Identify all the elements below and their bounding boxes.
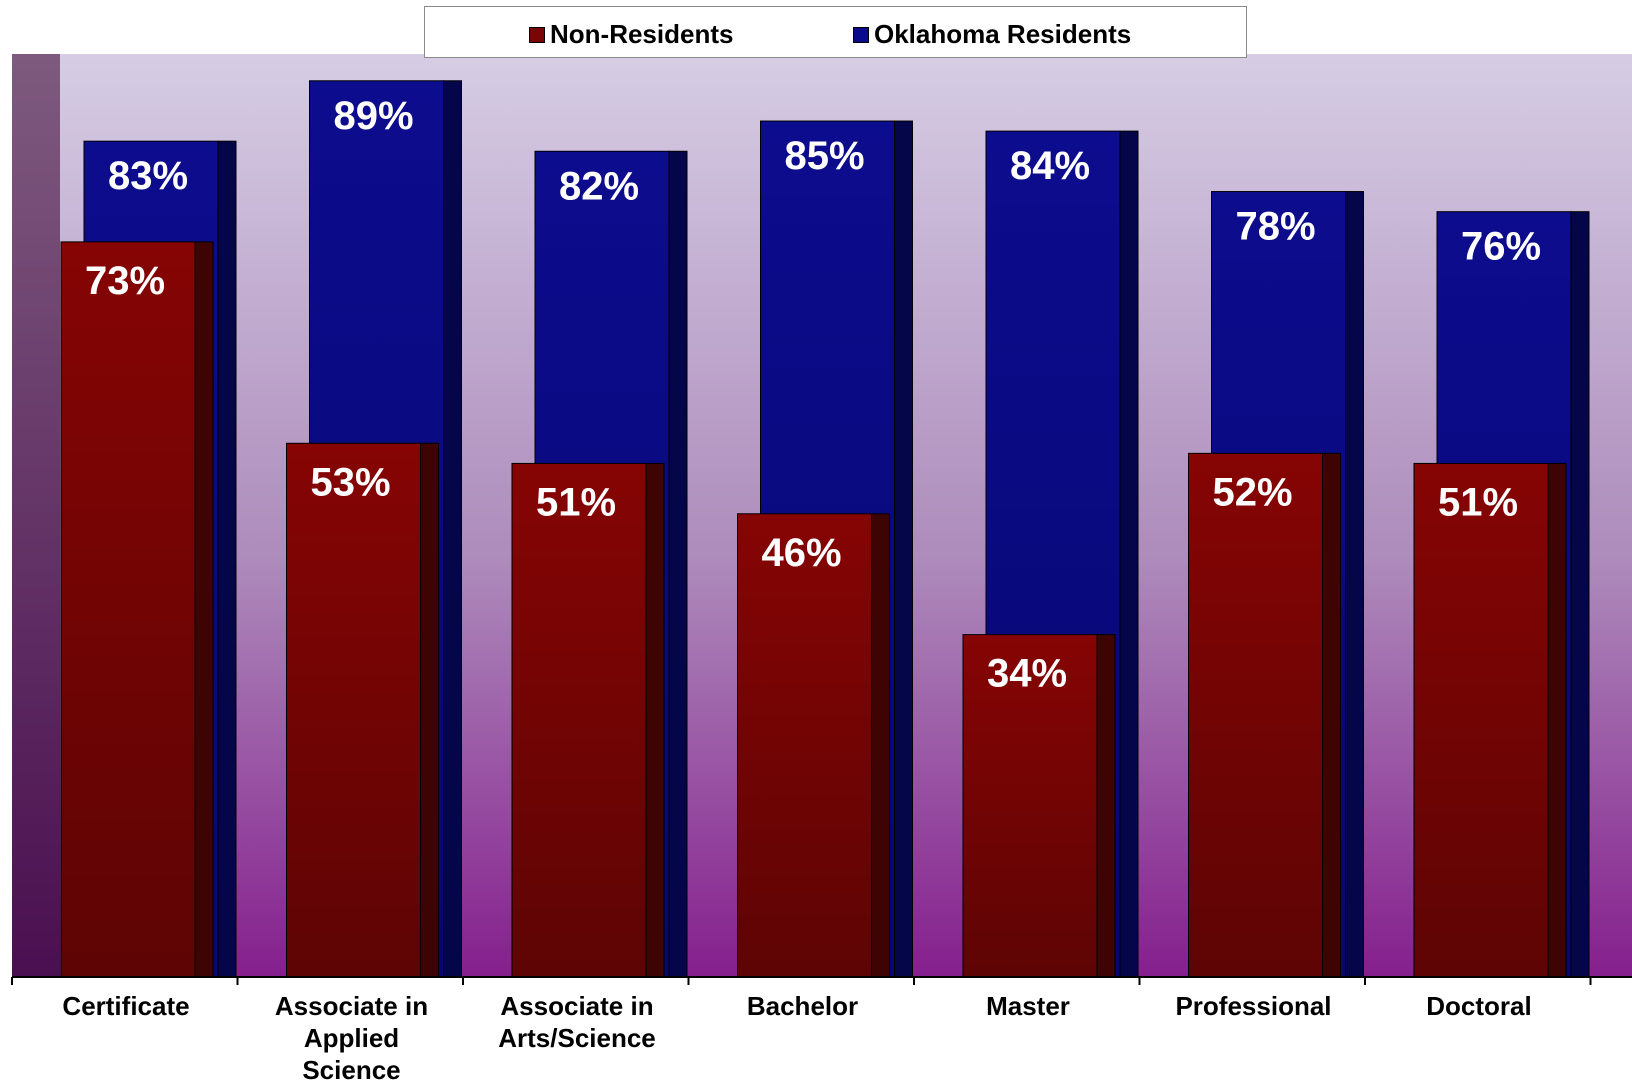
x-tick-label: Certificate: [62, 991, 189, 1021]
data-label-oklahoma-residents: 89%: [333, 94, 413, 138]
data-label-oklahoma-residents: 76%: [1461, 225, 1541, 269]
x-tick-label: Professional: [1175, 991, 1331, 1021]
data-label-oklahoma-residents: 78%: [1235, 205, 1315, 249]
bar-non-residents: [962, 634, 1116, 978]
x-tick-label: Associate in: [275, 991, 428, 1021]
bar-non-residents: [1188, 452, 1341, 978]
legend-item-non-residents: Non-Residents: [529, 19, 733, 50]
x-tick-label: Applied: [304, 1023, 399, 1053]
x-tick-label: Master: [986, 991, 1070, 1021]
data-label-non-residents: 51%: [536, 480, 616, 524]
legend-swatch-non-residents: [529, 26, 545, 43]
data-label-non-residents: 53%: [310, 460, 390, 504]
x-tick-label: Science: [302, 1055, 400, 1085]
data-label-non-residents: 46%: [761, 531, 841, 575]
data-label-oklahoma-residents: 84%: [1010, 144, 1090, 188]
legend-label-oklahoma-residents: Oklahoma Residents: [874, 19, 1132, 49]
data-label-oklahoma-residents: 82%: [559, 164, 639, 208]
legend-label-non-residents: Non-Residents: [550, 19, 734, 49]
legend-item-oklahoma-residents: Oklahoma Residents: [853, 19, 1131, 50]
data-label-non-residents: 73%: [85, 259, 165, 303]
x-tick-label: Associate in: [500, 991, 653, 1021]
bar-non-residents: [286, 442, 439, 978]
bar-non-residents: [60, 241, 214, 978]
bar-non-residents: [737, 513, 890, 978]
legend-swatch-oklahoma-residents: [853, 26, 869, 43]
data-label-oklahoma-residents: 83%: [108, 154, 188, 198]
plot-side-wall: [12, 54, 60, 976]
x-tick-label: Arts/Science: [498, 1023, 656, 1053]
data-label-non-residents: 51%: [1438, 480, 1518, 524]
data-label-non-residents: 52%: [1212, 470, 1292, 514]
data-label-oklahoma-residents: 85%: [784, 134, 864, 178]
bar-non-residents: [1413, 462, 1567, 978]
legend: Non-Residents Oklahoma Residents: [424, 6, 1247, 58]
x-tick-label: Bachelor: [747, 991, 858, 1021]
x-tick-label: Doctoral: [1426, 991, 1531, 1021]
data-label-non-residents: 34%: [987, 652, 1067, 696]
bar-non-residents: [511, 462, 665, 978]
